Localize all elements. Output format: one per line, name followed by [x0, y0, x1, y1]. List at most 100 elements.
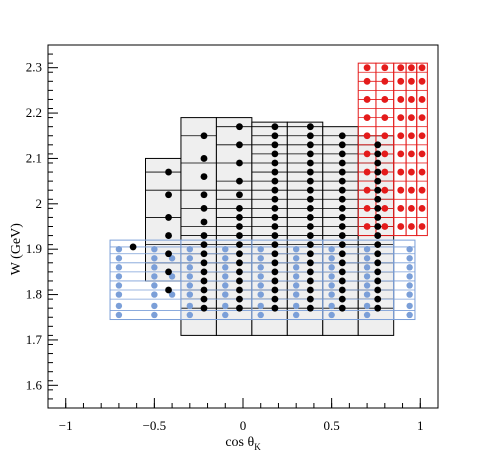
blue-data-point	[292, 282, 300, 289]
blue-data-point	[363, 264, 371, 271]
black-data-point	[271, 195, 279, 203]
black-data-point	[200, 155, 208, 162]
red-data-point	[397, 96, 405, 103]
red-data-point	[381, 204, 389, 212]
black-data-point	[338, 304, 346, 312]
black-data-point	[374, 241, 382, 249]
black-data-point	[165, 250, 172, 258]
black-data-point	[306, 304, 314, 312]
blue-data-point	[222, 245, 229, 253]
x-tick-label: 0.5	[324, 418, 340, 433]
black-data-point	[200, 191, 208, 199]
blue-data-point	[257, 282, 264, 289]
black-data-point	[236, 223, 243, 230]
blue-data-point	[328, 282, 335, 289]
red-data-point	[418, 77, 426, 85]
black-data-point	[200, 250, 208, 258]
black-data-point	[338, 295, 346, 303]
black-data-point	[306, 186, 314, 194]
red-data-point	[363, 168, 371, 176]
red-data-point	[397, 132, 405, 140]
black-data-point	[271, 241, 279, 249]
blue-data-point	[151, 291, 158, 298]
blue-data-point	[328, 302, 335, 310]
black-bin	[251, 121, 288, 336]
black-data-point	[306, 268, 314, 276]
y-tick-label: 1.9	[26, 241, 42, 256]
blue-data-point	[168, 273, 176, 280]
black-data-point	[271, 223, 279, 230]
red-bin	[416, 62, 428, 237]
black-data-point	[271, 286, 279, 294]
blue-data-point	[222, 273, 229, 280]
red-data-point	[363, 223, 371, 230]
blue-data-point	[186, 255, 194, 262]
black-data-point	[200, 259, 208, 267]
red-data-point	[381, 186, 389, 194]
red-data-point	[408, 168, 415, 176]
blue-data-point	[257, 302, 264, 310]
red-data-point	[418, 186, 426, 194]
red-data-point	[397, 150, 405, 158]
black-data-point	[271, 250, 279, 258]
black-data-point	[271, 141, 279, 149]
black-data-point	[200, 286, 208, 294]
blue-data-point	[363, 282, 371, 289]
blue-data-point	[186, 282, 194, 289]
black-data-point	[236, 304, 243, 312]
black-data-point	[306, 177, 314, 185]
black-data-point	[236, 286, 243, 294]
black-data-point	[165, 214, 172, 221]
black-data-point	[374, 168, 382, 176]
blue-data-point	[222, 264, 229, 271]
black-data-point	[165, 232, 172, 239]
blue-data-point	[151, 311, 158, 319]
black-data-point	[306, 214, 314, 221]
black-data-point	[306, 123, 314, 131]
red-data-point	[397, 168, 405, 176]
blue-data-point	[406, 264, 413, 271]
blue-data-point	[363, 245, 371, 253]
red-data-point	[363, 150, 371, 158]
blue-bin	[393, 239, 416, 321]
black-data-point	[374, 186, 382, 194]
red-data-point	[397, 77, 405, 85]
black-data-point	[338, 268, 346, 276]
blue-data-point	[115, 311, 123, 319]
black-data-point	[200, 304, 208, 312]
red-data-point	[363, 77, 371, 85]
black-data-point	[306, 204, 314, 212]
red-data-point	[381, 114, 389, 121]
blue-data-point	[186, 302, 194, 310]
blue-data-point	[292, 311, 300, 319]
red-data-point	[418, 204, 426, 212]
black-data-point	[236, 123, 243, 131]
blue-data-point	[222, 282, 229, 289]
red-data-point	[408, 77, 415, 85]
black-data-point	[374, 214, 382, 221]
red-data-point	[408, 64, 415, 72]
blue-data-point	[115, 273, 123, 280]
blue-data-point	[222, 311, 229, 319]
blue-data-point	[292, 264, 300, 271]
black-data-point	[374, 295, 382, 303]
blue-data-point	[257, 311, 264, 319]
black-data-point	[374, 204, 382, 212]
black-data-point	[306, 250, 314, 258]
red-data-point	[363, 96, 371, 103]
red-data-point	[418, 168, 426, 176]
red-data-point	[381, 64, 389, 72]
black-data-point	[306, 259, 314, 267]
y-tick-label: 2.1	[26, 150, 42, 165]
black-data-point	[374, 177, 382, 185]
black-data-point	[306, 232, 314, 239]
y-axis: 1.6 1.7 1.8 1.9 2 2.1 2.2 2.3	[26, 44, 58, 409]
red-data-point	[397, 223, 405, 230]
black-data-point	[306, 168, 314, 176]
blue-data-point	[257, 264, 264, 271]
red-data-point	[381, 168, 389, 176]
black-data-point	[306, 223, 314, 230]
red-data-point	[418, 150, 426, 158]
black-data-point	[306, 159, 314, 167]
